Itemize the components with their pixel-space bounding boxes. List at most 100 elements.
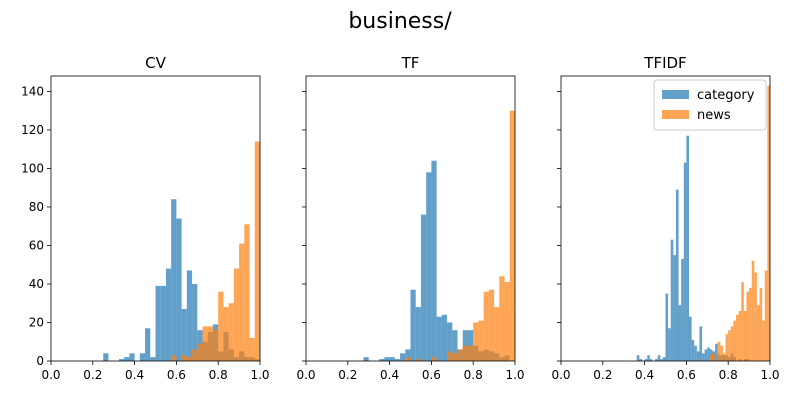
legend-label-news: news [697, 108, 731, 123]
tfidf-category-bar [639, 359, 642, 361]
cv-category-bar [171, 199, 177, 361]
tfidf-news-bar [746, 291, 750, 361]
tf-xtick-label: 0.0 [296, 368, 315, 382]
tfidf-category-bar [683, 162, 687, 361]
cv-category-bar [155, 285, 161, 361]
tf-xtick-label: 0.6 [422, 368, 441, 382]
cv-ytick-label: 120 [21, 123, 44, 137]
tfidf-news-bar [754, 272, 757, 361]
tfidf-category-bar [636, 355, 640, 361]
cv-axes-frame [50, 75, 261, 362]
legend-swatch-category [662, 90, 689, 99]
tfidf-category-bar [702, 353, 705, 361]
tf-category-bar [415, 307, 421, 361]
tf-category-bar [379, 359, 385, 361]
tfidf-news-bar [712, 353, 716, 361]
subplot-tf: 0.0 0.2 0.4 0.6 0.8 1.0 TF [296, 54, 524, 382]
tfidf-category-bar [691, 339, 695, 361]
cv-xtick-label: 0.0 [41, 368, 60, 382]
cv-category-bar [165, 268, 172, 361]
cv-xtick-label: 0.6 [167, 368, 186, 382]
subplot-cv: 0.0 0.2 0.4 0.6 0.8 1.0 0 20 40 60 80 100 120 140 CV [21, 54, 269, 382]
cv-news-bar [249, 337, 255, 361]
tfidf-category-bar [649, 359, 653, 361]
tfidf-news-bar [743, 310, 747, 361]
cv-ytick-label: 40 [29, 277, 44, 291]
tfidf-category-bar [665, 293, 669, 361]
tfidf-news-bar [730, 326, 734, 361]
tfidf-category-bar [657, 355, 661, 361]
tfidf-xtick-label: 0.2 [593, 368, 612, 382]
tf-category-bar [452, 330, 458, 361]
tfidf-category-bar [670, 239, 674, 361]
tf-news-bar [447, 351, 453, 361]
tf-category-bar [405, 349, 411, 361]
tfidf-category-bar [660, 359, 663, 361]
tf-news-bar [431, 357, 437, 361]
tf-news-bar [499, 276, 505, 361]
tfidf-xtick-label: 0.8 [719, 368, 738, 382]
tfidf-news-bar [751, 260, 755, 361]
tfidf-category-bar [707, 347, 710, 361]
tfidf-title: TFIDF [643, 54, 686, 72]
cv-category-bar [145, 328, 151, 361]
cv-news-bar [254, 141, 260, 361]
tfidf-category-bar [694, 345, 697, 361]
tfidf-news-bar [756, 305, 760, 361]
tf-category-bar [389, 357, 395, 361]
legend-swatch-news [662, 110, 689, 119]
tfidf-category-bar [704, 349, 708, 361]
tfidf-category-bar [673, 255, 676, 361]
tfidf-news-bar [767, 85, 770, 361]
tfidf-bars [636, 85, 770, 361]
cv-news-bar [212, 330, 219, 361]
tfidf-news-bar [764, 270, 768, 361]
tf-category-bar [431, 160, 437, 361]
cv-category-bar [181, 309, 187, 361]
tfidf-xtick-label: 0.6 [677, 368, 696, 382]
tfidf-xtick-label: 0.4 [635, 368, 654, 382]
tf-news-bar [504, 282, 510, 361]
cv-ytick-label: 20 [29, 315, 44, 329]
tfidf-axes-frame [560, 75, 771, 362]
tfidf-category-bar [647, 355, 650, 361]
tfidf-news-bar [720, 345, 723, 361]
tf-category-bar [363, 357, 369, 361]
legend: category news [653, 79, 767, 131]
tf-category-bar [441, 314, 448, 361]
tf-news-bar [467, 345, 474, 361]
tfidf-news-bar [749, 287, 752, 361]
tfidf-category-bar [662, 357, 666, 361]
cv-news-bar [244, 224, 250, 361]
tfidf-news-bar [699, 359, 703, 361]
tfidf-category-bar [689, 316, 692, 361]
cv-category-bar [186, 270, 193, 361]
cv-news-bar [197, 343, 203, 361]
cv-xtick-label: 0.2 [83, 368, 102, 382]
subplot-tfidf: 0.0 0.2 0.4 0.6 0.8 1.0 TFIDF category news [551, 54, 779, 382]
tf-news-bar [473, 322, 479, 361]
cv-news-bar [202, 326, 208, 361]
cv-ytick-label: 80 [29, 200, 44, 214]
tf-news-bar [494, 307, 500, 361]
tfidf-news-bar [741, 282, 744, 361]
tfidf-category-bar [644, 359, 648, 361]
cv-news-bar [223, 307, 229, 361]
tfidf-news-bar [736, 314, 739, 361]
cv-ytick-label: 60 [29, 238, 44, 252]
tf-news-bar [457, 349, 463, 361]
cv-news-bar [218, 291, 224, 361]
tfidf-xtick-label: 0.0 [551, 368, 570, 382]
cv-category-bar [103, 353, 109, 361]
tfidf-news-bar [725, 334, 729, 361]
cv-ytick-label: 0 [36, 354, 44, 368]
cv-news-bar [186, 357, 193, 361]
tf-news-bar [415, 359, 421, 361]
tf-axes-frame [305, 75, 516, 362]
cv-news-bar [239, 243, 245, 361]
cv-title: CV [145, 54, 166, 72]
tfidf-news-bar [728, 330, 731, 361]
tfidf-category-bar [675, 189, 679, 361]
tf-xtick-label: 0.4 [380, 368, 399, 382]
